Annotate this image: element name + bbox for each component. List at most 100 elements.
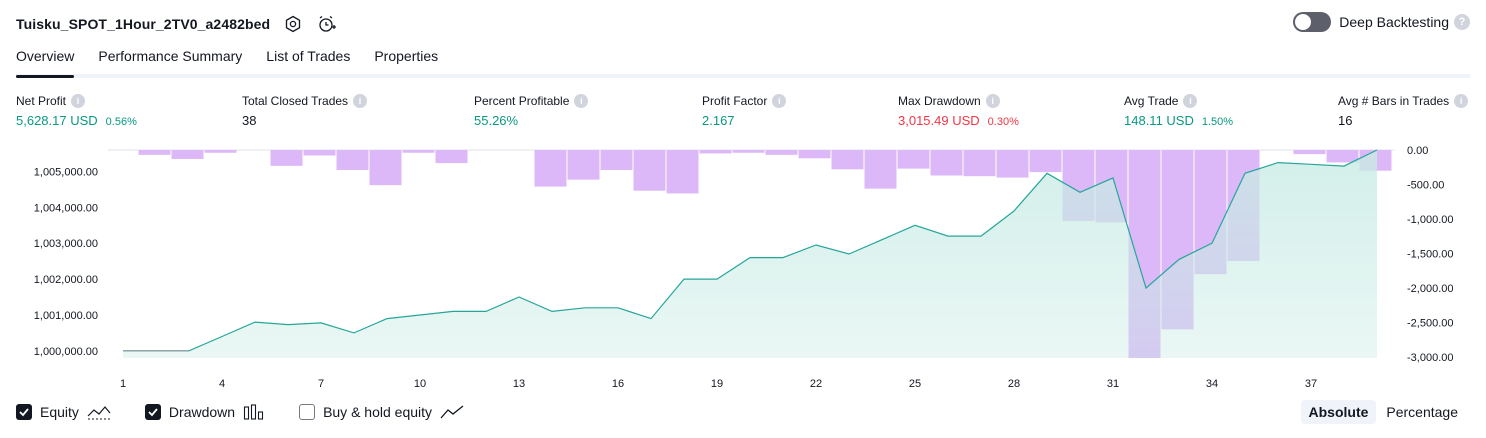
strategy-title: Tuisku_SPOT_1Hour_2TV0_a2482bed: [16, 16, 271, 32]
buy-hold-line-icon: [440, 404, 464, 420]
x-axis-tick: 13: [513, 378, 525, 390]
right-axis-tick: -1,500.00: [1407, 248, 1453, 260]
tab-performance-summary[interactable]: Performance Summary: [98, 48, 243, 64]
left-axis-tick: 1,000,000.00: [34, 346, 98, 358]
legend-label: Equity: [40, 404, 79, 420]
drawdown-bar: [864, 150, 897, 189]
gear-icon[interactable]: [282, 13, 304, 35]
report-tabs: Overview Performance Summary List of Tra…: [16, 44, 1470, 78]
metric-value: 38: [242, 113, 257, 128]
drawdown-bar: [138, 150, 171, 155]
drawdown-bar: [765, 150, 798, 155]
x-axis-tick: 37: [1305, 378, 1317, 390]
info-icon[interactable]: i: [1183, 94, 1198, 108]
drawdown-bar: [303, 150, 336, 156]
drawdown-bar: [171, 150, 204, 159]
drawdown-bar: [831, 150, 864, 170]
left-axis-tick: 1,001,000.00: [34, 310, 98, 322]
equity-line: [123, 149, 1378, 352]
absolute-button[interactable]: Absolute: [1300, 400, 1377, 424]
drawdown-bar: [732, 150, 765, 153]
legend-drawdown[interactable]: Drawdown: [144, 404, 265, 420]
x-axis-tick: 4: [219, 378, 225, 390]
deep-backtesting-toggle[interactable]: [1293, 12, 1332, 32]
percentage-button[interactable]: Percentage: [1386, 404, 1458, 420]
x-axis-tick: 22: [810, 378, 822, 390]
drawdown-bar: [963, 150, 996, 177]
drawdown-bar: [930, 150, 963, 176]
drawdown-bar: [996, 150, 1029, 178]
metric-label: Percent Profitable: [474, 94, 570, 108]
metric-percent-profitable: Percent Profitable i 55.26%: [474, 94, 589, 128]
x-axis-tick: 25: [909, 378, 921, 390]
drawdown-bar: [1029, 150, 1062, 173]
drawdown-bar: [435, 150, 468, 164]
chart-legend: Equity Drawdown Buy & hold equity: [16, 404, 498, 420]
drawdown-checkbox[interactable]: [144, 404, 161, 420]
drawdown-bar: [567, 150, 600, 180]
drawdown-bar: [402, 150, 435, 153]
x-axis-tick: 7: [318, 378, 324, 390]
drawdown-bar: [666, 150, 699, 194]
metric-avg-trade: Avg Trade i 148.11 USD 1.50%: [1124, 94, 1233, 128]
x-axis-tick: 1: [120, 378, 126, 390]
drawdown-bar: [699, 150, 732, 154]
drawdown-bar: [270, 150, 303, 166]
metric-percent: 1.50%: [1201, 116, 1234, 128]
left-axis-tick: 1,002,000.00: [34, 274, 98, 286]
drawdown-bars-icon: [243, 404, 265, 420]
info-icon[interactable]: i: [353, 94, 368, 108]
info-icon[interactable]: i: [772, 94, 787, 108]
metric-value: 55.26%: [474, 113, 519, 128]
tab-properties[interactable]: Properties: [374, 48, 439, 64]
metric-value: 3,015.49 USD: [898, 113, 980, 128]
drawdown-bar: [369, 150, 402, 186]
equity-area-icon: [87, 404, 111, 420]
toggle-knob: [1295, 14, 1312, 30]
drawdown-bar: [798, 150, 831, 159]
help-icon[interactable]: ?: [1454, 14, 1470, 30]
legend-equity[interactable]: Equity: [16, 404, 111, 420]
view-mode-toggle: Absolute Percentage: [1299, 400, 1467, 424]
drawdown-bar: [336, 150, 369, 171]
left-axis-tick: 1,005,000.00: [34, 167, 98, 179]
info-icon[interactable]: i: [71, 94, 86, 108]
metric-label: Profit Factor: [702, 94, 768, 108]
equity-drawdown-chart[interactable]: 1,000,000.00 1,001,000.00 1,002,000.00 1,00…: [0, 140, 1486, 395]
equity-checkbox[interactable]: [16, 404, 32, 420]
right-axis-tick: -1,000.00: [1407, 214, 1453, 226]
info-icon[interactable]: i: [985, 94, 1000, 108]
right-axis-tick: -3,000.00: [1407, 352, 1453, 364]
info-icon[interactable]: i: [1454, 94, 1469, 108]
right-axis-tick: -500.00: [1407, 179, 1444, 191]
drawdown-bar: [1326, 150, 1359, 163]
x-axis-tick: 16: [612, 378, 624, 390]
drawdown-bar: [600, 150, 633, 171]
metric-label: Max Drawdown: [898, 94, 981, 108]
tab-list-of-trades[interactable]: List of Trades: [266, 48, 351, 64]
metric-profit-factor: Profit Factor i 2.167: [702, 94, 787, 128]
left-axis-tick: 1,004,000.00: [34, 202, 98, 214]
legend-label: Drawdown: [168, 404, 236, 420]
drawdown-bar: [897, 150, 930, 169]
metric-label: Net Profit: [16, 94, 67, 108]
metric-net-profit: Net Profit i 5,628.17 USD 0.56%: [16, 94, 137, 128]
deep-backtesting: Deep Backtesting ?: [1293, 12, 1470, 32]
right-axis-tick: -2,000.00: [1407, 283, 1453, 295]
legend-label: Buy & hold equity: [323, 404, 433, 420]
alarm-clock-add-icon[interactable]: [316, 13, 338, 35]
metric-label: Avg # Bars in Trades: [1338, 94, 1450, 108]
info-icon[interactable]: i: [574, 94, 589, 108]
buy-hold-checkbox[interactable]: [299, 404, 316, 420]
metric-value: 148.11 USD: [1124, 113, 1194, 128]
equity-area: [123, 150, 1377, 358]
x-axis-tick: 34: [1206, 378, 1218, 390]
legend-buy-hold[interactable]: Buy & hold equity: [299, 404, 464, 420]
right-axis-tick: 0.00: [1407, 145, 1428, 157]
metric-value: 5,628.17 USD: [16, 113, 98, 128]
metric-value: 2.167: [702, 113, 735, 128]
x-axis-tick: 10: [414, 378, 426, 390]
x-axis-tick: 28: [1008, 378, 1020, 390]
tab-overview[interactable]: Overview: [16, 44, 75, 78]
deep-backtesting-label: Deep Backtesting: [1339, 14, 1449, 30]
